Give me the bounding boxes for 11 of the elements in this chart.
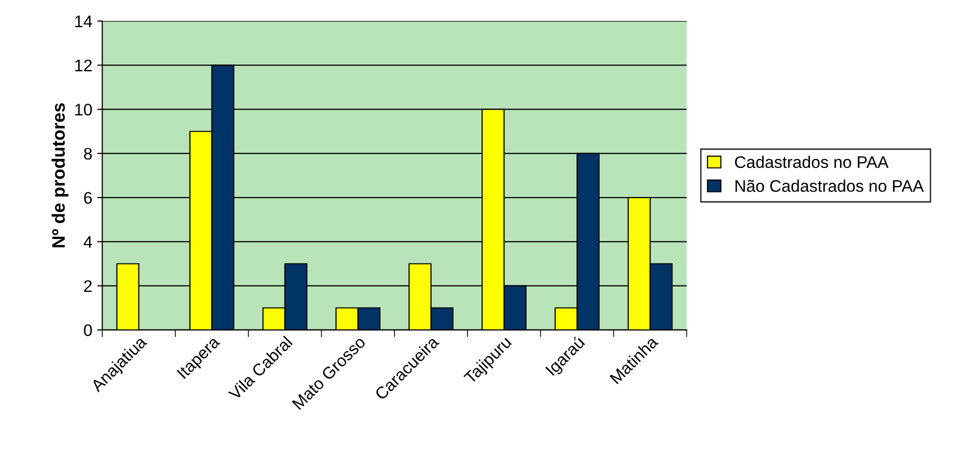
y-axis-title: Nº de produtores: [52, 103, 68, 248]
y-tick-label: 4: [84, 236, 92, 248]
legend-label: Não Cadastrados no PAA: [736, 180, 924, 192]
y-tick-label: 10: [75, 104, 92, 116]
legend-label: Cadastrados no PAA: [735, 156, 889, 168]
y-tick-label: 12: [75, 60, 92, 72]
y-tick-label: 0: [84, 324, 92, 336]
y-tick-label: 6: [84, 192, 92, 204]
y-tick-label: 14: [75, 16, 92, 28]
y-tick-label: 8: [84, 148, 92, 160]
y-tick-label: 2: [84, 280, 92, 292]
